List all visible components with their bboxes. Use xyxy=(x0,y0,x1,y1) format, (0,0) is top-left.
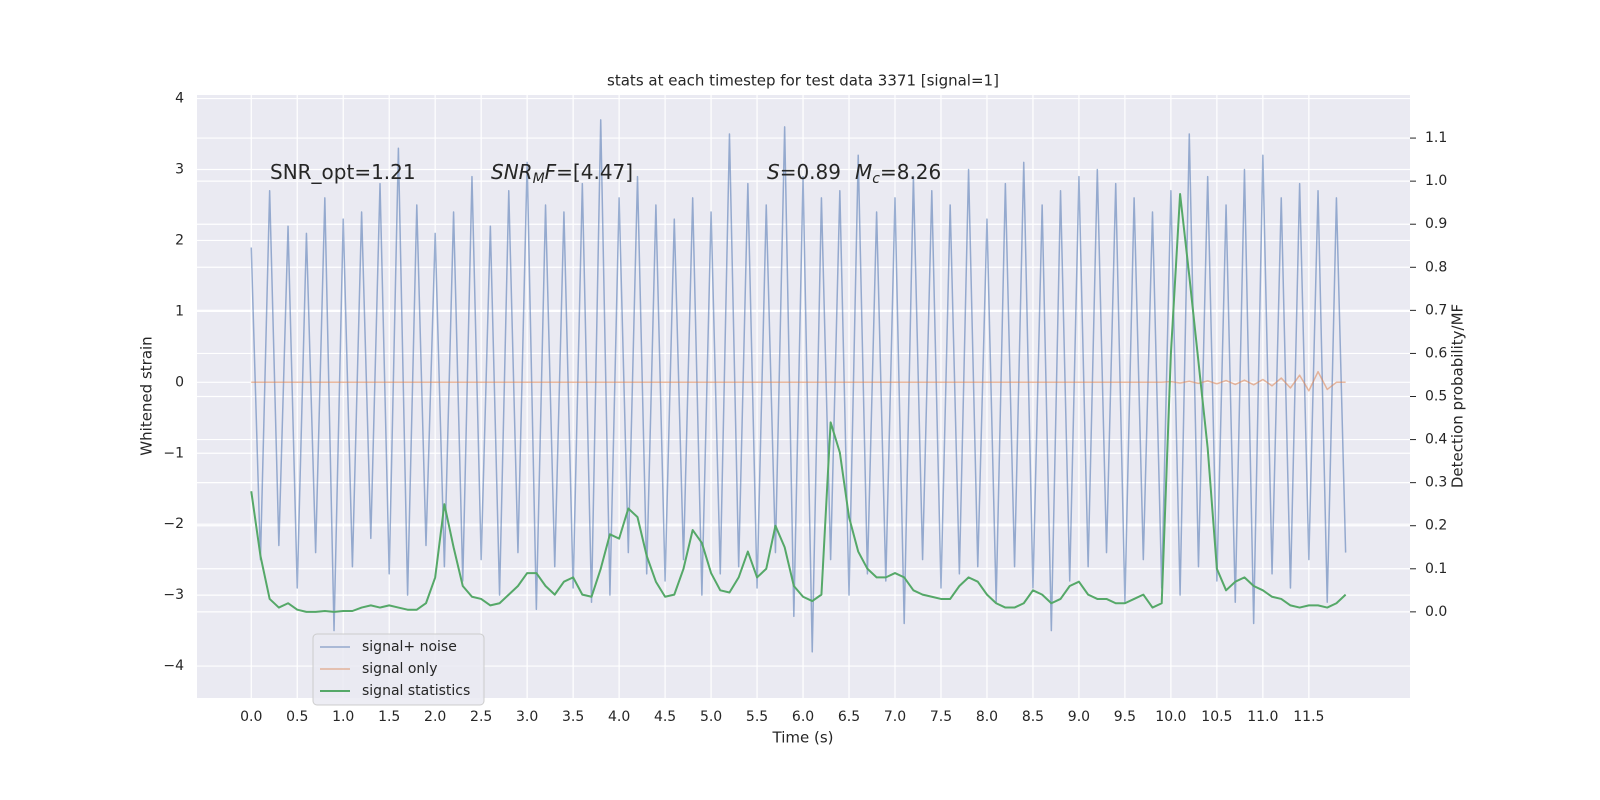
chart-title: stats at each timestep for test data 337… xyxy=(607,72,999,90)
y-tick-label: 1 xyxy=(175,303,184,319)
y2-tick-label: 0.1 xyxy=(1425,561,1447,577)
labels: 0.0 0.5 1.0 1.5 2.0 2.5 3.0 3.5 4.0 4.5 5.0 5.5 6.0 6… xyxy=(163,91,1447,725)
x-tick-label: 0.0 xyxy=(240,709,262,725)
y2-tick-label: 0.0 xyxy=(1425,604,1447,620)
annotation-part: S xyxy=(767,160,780,184)
y2-tick-label: 0.6 xyxy=(1425,345,1447,361)
series-line xyxy=(250,119,1347,653)
y2-tick-label: 1.1 xyxy=(1425,130,1447,146)
x-tick-label: 11.5 xyxy=(1293,709,1324,725)
x-tick-label: 9.5 xyxy=(1114,709,1136,725)
y-tick-label: −2 xyxy=(163,516,184,532)
annotation-part: =[4.47] xyxy=(556,160,633,184)
legend-label: signal only xyxy=(362,661,437,677)
y2-tick-label: 0.4 xyxy=(1425,432,1447,448)
x-tick-label: 8.5 xyxy=(1022,709,1044,725)
y2-tick-label: 0.5 xyxy=(1425,389,1447,405)
x-tick-label: 3.0 xyxy=(516,709,538,725)
x-tick-label: 7.0 xyxy=(884,709,906,725)
x-tick-label: 4.0 xyxy=(608,709,630,725)
y-tick-label: 4 xyxy=(175,91,184,107)
annotation: SNRMF=[4.47] xyxy=(491,160,633,188)
annotation: SNR_opt=1.21 xyxy=(270,160,416,184)
y2-tick-label: 0.2 xyxy=(1425,518,1447,534)
x-tick-label: 5.0 xyxy=(700,709,722,725)
annotation-part: F xyxy=(545,160,557,184)
x-tick-label: 10.5 xyxy=(1201,709,1232,725)
legend-label: signal statistics xyxy=(362,683,470,699)
y-tick-label: 2 xyxy=(175,232,184,248)
annotation-part: M xyxy=(855,160,872,184)
x-tick-label: 6.0 xyxy=(792,709,814,725)
x-tick-label: 1.5 xyxy=(378,709,400,725)
x-tick-label: 4.5 xyxy=(654,709,676,725)
legend-box xyxy=(312,633,485,706)
x-tick-label: 1.0 xyxy=(332,709,354,725)
x-tick-label: 6.5 xyxy=(838,709,860,725)
annotation-part: SNR_opt=1.21 xyxy=(270,160,416,184)
y-tick-label: −1 xyxy=(163,445,184,461)
y-tick-label: 3 xyxy=(175,161,184,177)
x-tick-label: 9.0 xyxy=(1068,709,1090,725)
y2-tick-label: 0.3 xyxy=(1425,475,1447,491)
x-axis-label: Time (s) xyxy=(772,729,834,747)
y-tick-label: −3 xyxy=(163,587,184,603)
x-tick-label: 10.0 xyxy=(1155,709,1186,725)
y2-tick-label: 0.9 xyxy=(1425,216,1447,232)
legend-label: signal+ noise xyxy=(362,639,457,655)
series-line xyxy=(251,370,1346,392)
y2-tick-label: 1.0 xyxy=(1425,173,1447,189)
annotation: S=0.89 Mc=8.26 xyxy=(767,160,941,188)
x-tick-label: 8.0 xyxy=(976,709,998,725)
x-tick-label: 2.5 xyxy=(470,709,492,725)
y-tick-label: 0 xyxy=(175,374,184,390)
x-tick-label: 3.5 xyxy=(562,709,584,725)
series-line xyxy=(250,193,1347,613)
annotation-part: =0.89 xyxy=(780,160,841,184)
lines xyxy=(250,119,1347,653)
annotation-part: c xyxy=(872,171,880,187)
x-tick-label: 0.5 xyxy=(286,709,308,725)
x-tick-label: 2.0 xyxy=(424,709,446,725)
y2-axis-label: Detection probability/MF xyxy=(1449,304,1467,488)
y-tick-label: −4 xyxy=(163,658,184,674)
annotation-part: =8.26 xyxy=(880,160,941,184)
y-axis-label: Whitened strain xyxy=(138,336,156,455)
x-tick-label: 11.0 xyxy=(1247,709,1278,725)
y2-tick-label: 0.8 xyxy=(1425,259,1447,275)
y2-tick-label: 0.7 xyxy=(1425,302,1447,318)
annotation-part: SNR xyxy=(491,160,533,184)
annotation-part: M xyxy=(533,171,545,187)
x-tick-label: 7.5 xyxy=(930,709,952,725)
x-tick-label: 5.5 xyxy=(746,709,768,725)
